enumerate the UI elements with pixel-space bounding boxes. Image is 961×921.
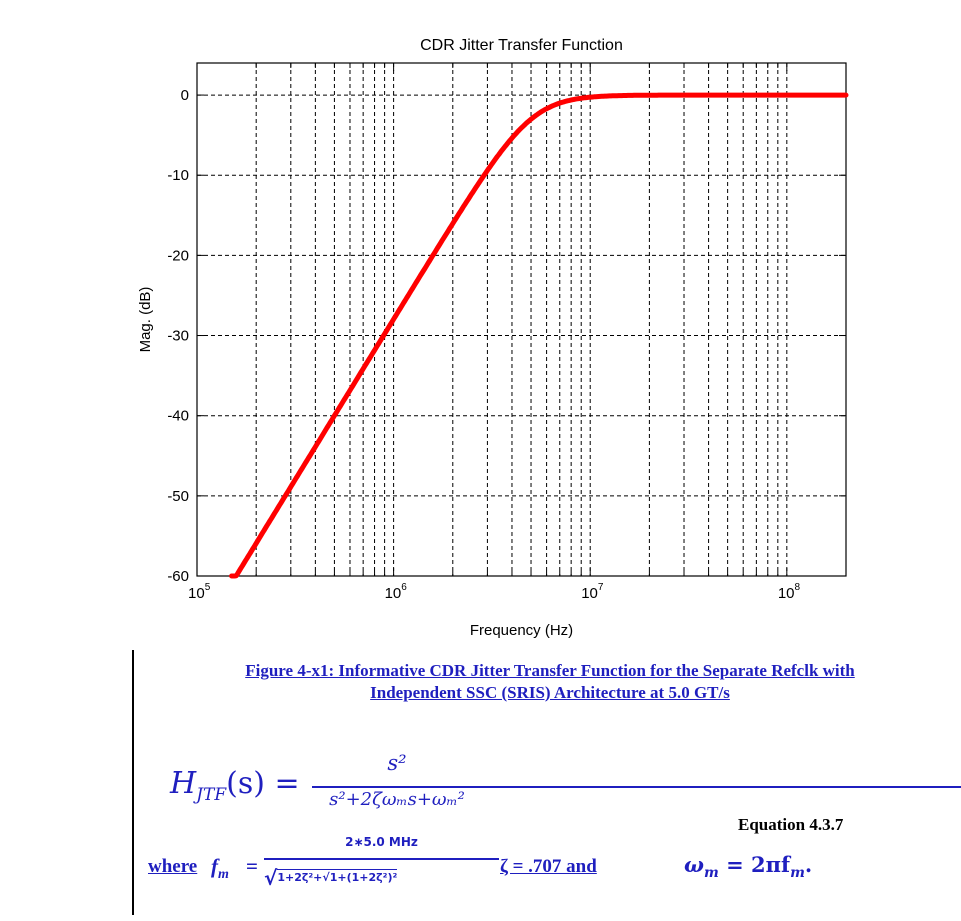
- fm-numerator: 2∗5.0 MHz: [345, 835, 418, 849]
- y-tick-label: -10: [167, 167, 189, 184]
- equation-lhs-subscript: JTF: [196, 785, 227, 805]
- x-tick-label: 105: [188, 582, 211, 602]
- fm-denominator: √1+2ζ²+√1+(1+2ζ²)²: [264, 866, 499, 890]
- y-axis-label: Mag. (dB): [137, 287, 154, 353]
- omega-definition: ωm = 2πfm.: [684, 852, 812, 881]
- y-tick-label: -20: [167, 247, 189, 264]
- grid-lines: [197, 63, 846, 576]
- equation-lhs: HJTF(s) =: [170, 766, 300, 805]
- equation-lhs-argument: (s) =: [226, 766, 300, 801]
- figure-caption: Figure 4-x1: Informative CDR Jitter Tran…: [150, 660, 950, 704]
- fm-symbol: fm: [211, 854, 229, 883]
- x-tick-label: 108: [778, 582, 801, 602]
- caption-line-2: Independent SSC (SRIS) Architecture at 5…: [370, 683, 730, 702]
- omega-period: .: [804, 852, 813, 877]
- omega-rhs-subscript: m: [790, 865, 805, 882]
- omega-symbol: ω: [684, 852, 704, 877]
- x-tick-label: 106: [385, 582, 408, 602]
- y-tick-label: -60: [167, 568, 189, 585]
- y-tick-label: -50: [167, 488, 189, 505]
- y-tick-label: -30: [167, 328, 189, 345]
- fm-letter: f: [211, 854, 218, 878]
- equation-fraction: s² s²+2ζωₘs+ωₘ²: [312, 748, 482, 812]
- y-tick-label: 0: [181, 87, 189, 104]
- fm-subscript: m: [218, 867, 229, 883]
- fm-fraction-line: [264, 858, 499, 860]
- x-axis-label: Frequency (Hz): [470, 622, 573, 639]
- omega-subscript: m: [704, 865, 719, 882]
- equation-lhs-symbol: H: [170, 766, 197, 801]
- equation-fraction-line: [312, 786, 961, 788]
- equation-denominator: s²+2ζωₘs+ωₘ²: [329, 789, 465, 810]
- zeta-value: ζ = .707 and: [500, 856, 597, 877]
- chart-title: CDR Jitter Transfer Function: [420, 37, 623, 54]
- where-word: where: [148, 856, 198, 877]
- plot-frame: [196, 62, 847, 577]
- fm-fraction: 2∗5.0 MHz: [264, 832, 499, 860]
- omega-rhs: = 2πf: [726, 852, 791, 877]
- fm-equals: =: [246, 854, 258, 878]
- caption-line-1: Figure 4-x1: Informative CDR Jitter Tran…: [245, 661, 855, 680]
- fm-denominator-text: 1+2ζ²+√1+(1+2ζ²)²: [277, 869, 398, 884]
- change-bar: [132, 650, 134, 915]
- equation-numerator: s²: [387, 751, 407, 775]
- radical-icon: √: [264, 866, 278, 890]
- x-tick-label: 107: [581, 582, 604, 602]
- jtf-curve: [229, 92, 849, 579]
- equation-number: Equation 4.3.7: [738, 815, 844, 834]
- y-tick-label: -40: [167, 408, 189, 425]
